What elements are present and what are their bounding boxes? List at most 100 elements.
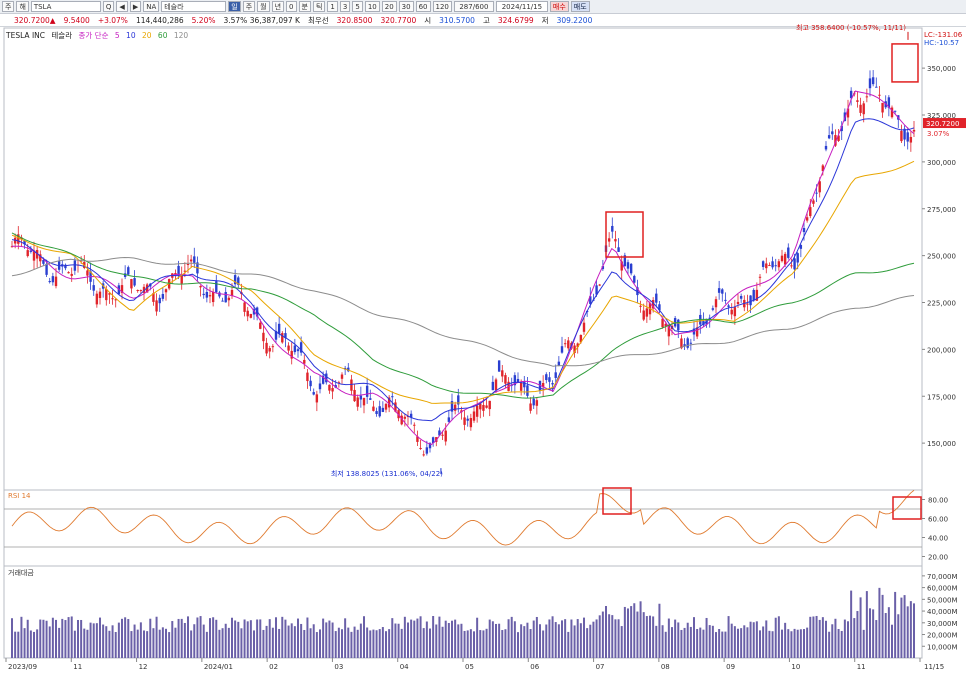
- candle-body: [824, 145, 828, 150]
- volume-bar: [353, 626, 356, 658]
- buy-button[interactable]: 매수: [549, 1, 569, 12]
- candle-body: [661, 318, 664, 328]
- x-tick-label: 11: [857, 663, 866, 671]
- toolbar-button-14[interactable]: 틱: [312, 1, 326, 12]
- toolbar-button-13[interactable]: 분: [298, 1, 311, 12]
- volume-bar: [711, 625, 714, 658]
- candle-body: [501, 370, 504, 377]
- volume-bar: [614, 619, 617, 658]
- toolbar-button-9[interactable]: 주: [242, 1, 256, 12]
- candle-body: [579, 334, 583, 343]
- volume-bar: [828, 631, 831, 658]
- volume-bar: [435, 624, 438, 658]
- toolbar-button-15[interactable]: 1: [327, 1, 338, 12]
- y-tick-label: 325,000: [927, 112, 956, 120]
- candle-body: [174, 272, 177, 275]
- candle-body: [535, 400, 539, 406]
- volume-bar: [790, 631, 793, 658]
- toolbar-button-4[interactable]: ◀: [116, 1, 128, 12]
- volume-bar: [821, 617, 824, 658]
- x-tick-label: 02: [269, 663, 278, 671]
- candle-body: [391, 396, 394, 398]
- toolbar-button-1[interactable]: 해: [16, 1, 29, 12]
- candle-body: [611, 225, 614, 232]
- volume-bar: [413, 620, 416, 658]
- lc-label: LC:-131.06: [924, 31, 963, 39]
- volume-bar: [765, 620, 768, 658]
- toolbar-button-20[interactable]: 30: [398, 1, 414, 12]
- candle-body: [26, 250, 29, 257]
- candle-body: [394, 402, 397, 412]
- candle-body: [787, 247, 790, 258]
- candle-body: [482, 404, 485, 411]
- candle-body: [413, 424, 416, 426]
- toolbar-button-2[interactable]: TSLA: [30, 1, 101, 12]
- volume-tick-label: 70,000M: [927, 573, 958, 581]
- toolbar-button-16[interactable]: 3: [339, 1, 351, 12]
- toolbar-button-22[interactable]: 120: [432, 1, 452, 12]
- candle-body: [887, 97, 891, 108]
- toolbar-button-17[interactable]: 5: [352, 1, 363, 12]
- volume-bar: [630, 606, 633, 658]
- toolbar-button-0[interactable]: 주: [2, 1, 15, 12]
- toolbar-button-12[interactable]: 0: [286, 1, 297, 12]
- volume-bar: [843, 619, 846, 658]
- volume-bar: [793, 628, 796, 658]
- volume-bar: [554, 622, 557, 658]
- candle-body: [211, 291, 215, 303]
- volume-bar: [799, 629, 802, 658]
- rsi-highlight-box-2: [892, 496, 922, 520]
- volume-bar: [246, 621, 249, 658]
- toolbar-button-11[interactable]: 년: [271, 1, 285, 12]
- volume-bar: [677, 622, 680, 658]
- volume-bar: [111, 625, 114, 658]
- volume-bar: [564, 619, 567, 658]
- price-pct-tag: 3.07%: [927, 130, 950, 138]
- volume-bar: [460, 623, 463, 658]
- toolbar-button-8[interactable]: 일: [228, 1, 241, 12]
- volume-bar: [319, 629, 321, 658]
- candle-body: [145, 284, 149, 293]
- toolbar-button-3[interactable]: Q: [102, 1, 115, 12]
- toolbar-button-18[interactable]: 10: [364, 1, 380, 12]
- candle-body: [218, 292, 221, 297]
- volume-bar: [608, 614, 611, 658]
- volume-bar: [127, 619, 130, 658]
- volume-bar: [847, 621, 849, 658]
- volume-bar: [806, 627, 809, 658]
- volume-bar: [812, 616, 815, 658]
- bar-count[interactable]: 287/600: [453, 1, 494, 12]
- ma-line-20: [11, 160, 915, 404]
- volume-bar: [542, 630, 545, 658]
- toolbar-button-6[interactable]: NA: [143, 1, 160, 12]
- toolbar-button-7[interactable]: 테슬라: [161, 1, 227, 12]
- volume-bar: [139, 622, 142, 658]
- candle-body: [450, 401, 454, 412]
- volume-bar: [199, 616, 202, 658]
- candle-body: [582, 322, 586, 332]
- candle-body: [758, 276, 762, 278]
- candle-body: [717, 288, 721, 293]
- toolbar-button-10[interactable]: 월: [257, 1, 270, 12]
- sell-button[interactable]: 매도: [570, 1, 590, 12]
- toolbar-button-21[interactable]: 60: [415, 1, 431, 12]
- volume-bar: [737, 628, 739, 658]
- toolbar-button-5[interactable]: ▶: [129, 1, 142, 12]
- toolbar-button-19[interactable]: 20: [381, 1, 397, 12]
- candle-body: [262, 332, 265, 342]
- candle-body: [199, 285, 202, 288]
- x-tick-label: 2023/09: [8, 663, 37, 671]
- date-input[interactable]: 2024/11/15: [495, 1, 548, 12]
- volume-bar: [642, 612, 645, 658]
- candle-body: [752, 289, 755, 301]
- candle-body: [563, 343, 567, 345]
- best-ask-value: 320.7700: [380, 16, 417, 25]
- x-tick-label: 04: [400, 663, 409, 671]
- volume-bar: [290, 623, 293, 658]
- volume-bar: [171, 621, 174, 658]
- best-bid-label: 최우선: [307, 16, 329, 25]
- candle-body: [20, 237, 23, 240]
- volume-bar: [482, 630, 485, 658]
- ma-line-120: [11, 256, 915, 367]
- candle-body: [567, 340, 570, 349]
